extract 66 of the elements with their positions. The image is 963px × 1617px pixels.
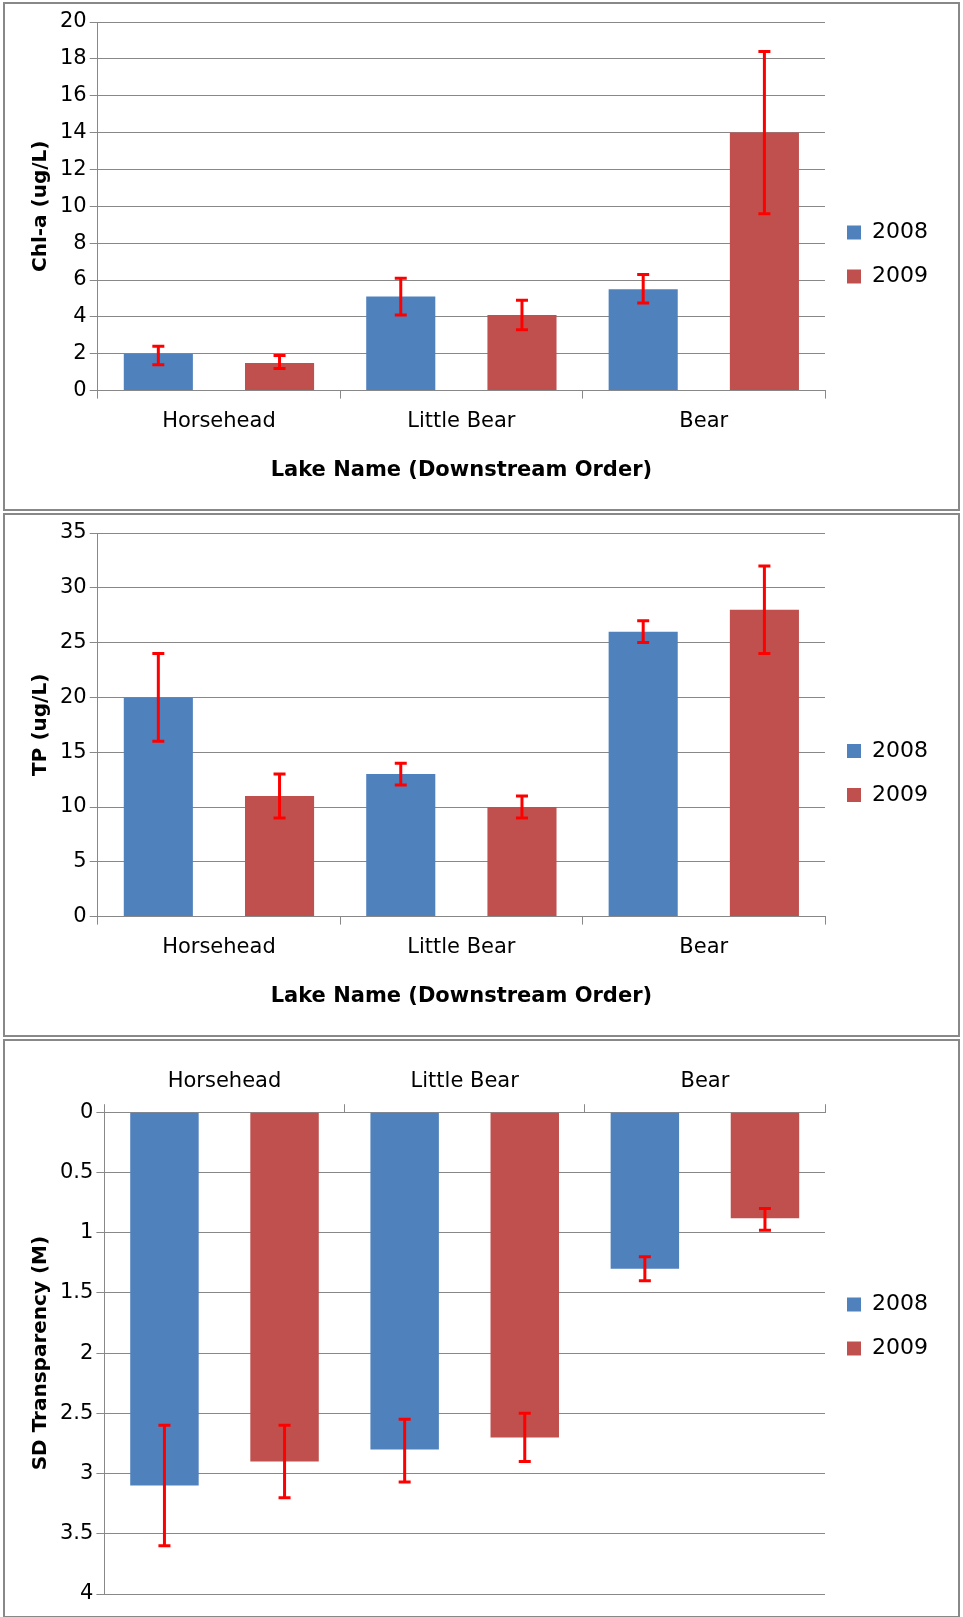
x-axis-title: Lake Name (Downstream Order) xyxy=(270,456,653,481)
x-tick-label: Horsehead xyxy=(167,1068,282,1093)
y-tick-label: 0 xyxy=(80,1098,94,1123)
bar xyxy=(370,1112,439,1450)
x-tick-label: Little Bear xyxy=(407,407,516,432)
legend-label: 2008 xyxy=(872,736,929,762)
y-tick-label: 10 xyxy=(59,793,87,818)
y-axis-title: TP (ug/L) xyxy=(27,673,52,776)
y-tick-label: 18 xyxy=(59,45,87,70)
bar xyxy=(245,362,315,391)
x-tick-label: Bear xyxy=(680,1068,730,1093)
bar xyxy=(250,1112,319,1462)
legend-label: 2009 xyxy=(872,780,929,806)
y-tick-label: 25 xyxy=(59,629,87,654)
y-tick-label: 0.5 xyxy=(59,1158,94,1183)
legend-label: 2008 xyxy=(872,1290,929,1316)
bar xyxy=(490,1112,559,1438)
y-tick-label: 2.5 xyxy=(59,1399,94,1424)
y-tick-label: 4 xyxy=(73,303,87,328)
y-tick-label: 20 xyxy=(59,683,87,708)
y-tick-label: 6 xyxy=(73,266,87,291)
bar xyxy=(487,807,557,917)
y-tick-label: 16 xyxy=(59,82,87,107)
y-axis-title: SD Transparency (M) xyxy=(27,1235,52,1471)
bar xyxy=(729,609,799,917)
y-tick-label: 2 xyxy=(80,1339,94,1364)
bar xyxy=(729,132,799,391)
y-tick-label: 0 xyxy=(73,903,87,928)
bar xyxy=(610,1112,680,1269)
y-tick-label: 1.5 xyxy=(59,1279,94,1304)
y-tick-label: 8 xyxy=(73,229,87,254)
bar xyxy=(130,1112,199,1486)
legend-label: 2008 xyxy=(872,218,929,244)
y-tick-label: 3 xyxy=(80,1460,94,1484)
y-tick-label: 5 xyxy=(73,848,87,873)
y-axis-title: Chl-a (ug/L) xyxy=(27,140,52,273)
y-tick-label: 20 xyxy=(59,8,87,33)
bar xyxy=(366,296,436,391)
y-tick-label: 1 xyxy=(80,1219,94,1244)
y-tick-label: 15 xyxy=(59,738,87,763)
bar xyxy=(608,289,678,391)
y-tick-label: 12 xyxy=(59,155,87,180)
y-tick-label: 14 xyxy=(59,119,87,144)
legend-label: 2009 xyxy=(872,1334,929,1360)
x-axis-title: Lake Name (Downstream Order) xyxy=(270,982,653,1007)
y-tick-label: 35 xyxy=(59,519,87,544)
y-tick-label: 3.5 xyxy=(59,1520,94,1545)
bar xyxy=(730,1112,800,1219)
y-tick-label: 4 xyxy=(80,1580,94,1605)
y-tick-label: 10 xyxy=(59,192,87,217)
bar xyxy=(245,796,315,917)
x-tick-label: Little Bear xyxy=(407,933,516,958)
x-tick-label: Little Bear xyxy=(410,1068,520,1093)
legend-label: 2009 xyxy=(872,262,929,288)
x-tick-label: Horsehead xyxy=(162,407,276,432)
bar xyxy=(123,697,193,917)
bar xyxy=(366,774,436,917)
y-tick-label: 30 xyxy=(59,574,87,599)
bar xyxy=(487,315,557,391)
x-tick-label: Bear xyxy=(679,407,729,432)
y-tick-label: 2 xyxy=(73,340,87,365)
bar xyxy=(608,631,678,917)
y-tick-label: 0 xyxy=(73,377,87,402)
bar xyxy=(123,353,193,391)
x-tick-label: Bear xyxy=(679,933,729,958)
x-tick-label: Horsehead xyxy=(162,933,276,958)
